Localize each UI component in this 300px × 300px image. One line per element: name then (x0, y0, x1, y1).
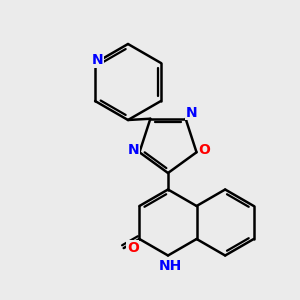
Text: O: O (127, 241, 139, 255)
Text: O: O (199, 143, 211, 157)
Text: N: N (91, 53, 103, 67)
Text: N: N (128, 143, 139, 157)
Text: N: N (186, 106, 197, 120)
Text: NH: NH (158, 259, 182, 272)
